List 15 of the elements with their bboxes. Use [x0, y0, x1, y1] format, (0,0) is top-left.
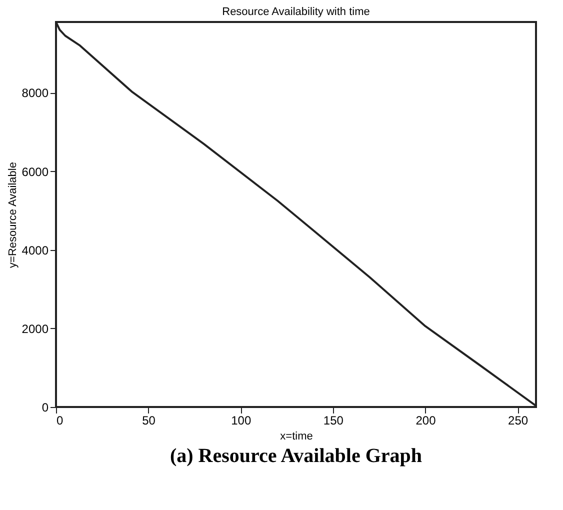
y-axis-title: y=Resource Available [6, 162, 19, 268]
x-axis-title: x=time [280, 430, 313, 442]
y-tick-label: 8000 [22, 86, 49, 100]
y-tick-label: 0 [42, 400, 49, 414]
chart-title: Resource Availability with time [222, 6, 370, 18]
x-tick-label: 150 [323, 414, 344, 428]
y-tick-label: 4000 [22, 243, 49, 258]
text: (a) Resource Available Graph [170, 445, 422, 467]
y-tick-label: 6000 [22, 164, 49, 179]
x-tick-label: 100 [231, 414, 252, 428]
x-tick-label: 0 [56, 414, 64, 428]
x-tick-label: 250 [508, 414, 528, 428]
y-tick-label: 2000 [22, 322, 49, 336]
x-tick-label: 200 [416, 414, 436, 428]
x-tick-label: 50 [142, 414, 156, 428]
